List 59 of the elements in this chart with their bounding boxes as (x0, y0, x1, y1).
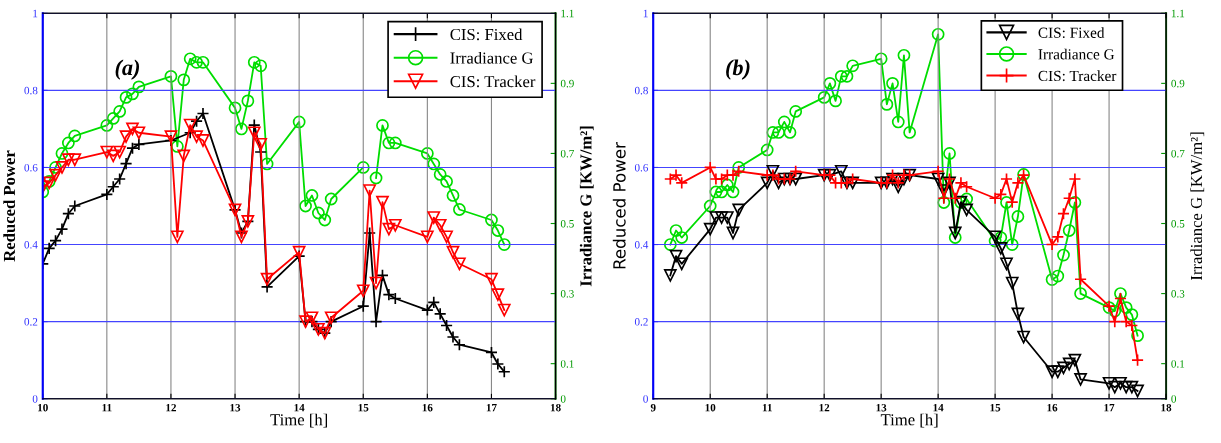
y2-tick-label: 0.7 (1171, 149, 1185, 158)
y-axis-title: Reduced Power (612, 142, 626, 269)
y-tick-label: 0 (32, 395, 38, 403)
x-tick-label: 17 (1104, 403, 1115, 412)
x-tick-label: 16 (422, 403, 433, 412)
y2-tick-label: 0.1 (560, 360, 574, 368)
y2-axis-title: Irradiance G [KW/m²] (579, 126, 594, 287)
x-tick-label: 11 (762, 403, 772, 412)
x-tick-label: 13 (876, 403, 887, 412)
y2-tick-label: 0.1 (1171, 360, 1185, 368)
y-tick-label: 0.8 (634, 86, 648, 95)
x-tick-label: 14 (933, 403, 944, 412)
legend-label: CIS: Tracker (450, 75, 536, 88)
y-tick-label: 1 (643, 9, 648, 18)
x-tick-label: 18 (1161, 403, 1172, 412)
y2-tick-label: 0.3 (1171, 290, 1185, 298)
x-tick-label: 16 (1047, 403, 1058, 412)
y-axis-title: Reduced Power (3, 150, 16, 262)
x-tick-label: 11 (102, 403, 112, 412)
legend-label: Irradiance G (1038, 48, 1115, 60)
y2-tick-label: 0.9 (560, 79, 574, 88)
x-tick-label: 15 (358, 403, 369, 412)
y-tick-label: 0.4 (24, 241, 38, 249)
x-tick-label: 17 (486, 403, 497, 412)
y-tick-label: 0.2 (634, 318, 648, 326)
y2-tick-label: 0 (1171, 395, 1177, 403)
y2-tick-label: 1.1 (1171, 9, 1185, 18)
y-tick-label: 0.2 (24, 318, 38, 326)
x-tick-label: 18 (550, 403, 561, 412)
x-tick-label: 12 (166, 403, 177, 412)
y2-tick-label: 0.5 (560, 219, 574, 228)
y2-tick-label: 0.3 (560, 290, 574, 298)
x-tick-label: 9 (650, 403, 656, 412)
x-tick-label: 10 (705, 403, 716, 412)
x-tick-label: 10 (38, 403, 48, 412)
x-axis-title: Time [h] (270, 413, 327, 428)
legend-label: CIS: Fixed (450, 28, 523, 41)
y2-tick-label: 0.5 (1171, 219, 1185, 228)
y2-tick-label: 0 (560, 395, 566, 403)
legend-label: Irradiance G (450, 51, 533, 64)
y-tick-label: 0.6 (634, 163, 649, 172)
x-tick-label: 13 (230, 403, 241, 412)
y2-axis-title: Irradiance G [KW/m²] (1190, 132, 1205, 281)
annotation: (a) (115, 59, 140, 80)
y-tick-label: 1 (33, 9, 38, 18)
legend-label: CIS: Fixed (1038, 27, 1105, 38)
y-tick-label: 0.4 (634, 241, 649, 249)
y2-tick-label: 0.9 (1171, 79, 1185, 88)
x-tick-label: 14 (294, 403, 305, 412)
y2-tick-label: 0.7 (560, 149, 574, 158)
legend-label: CIS: Tracker (1038, 70, 1117, 82)
y-tick-label: 0.8 (24, 86, 38, 95)
x-tick-label: 12 (819, 403, 830, 412)
y-tick-label: 0.6 (24, 163, 38, 172)
x-axis-title: Time [h] (880, 413, 938, 428)
y2-tick-label: 1.1 (561, 9, 574, 18)
annotation: (b) (726, 59, 750, 80)
y-tick-label: 0 (643, 395, 648, 403)
x-tick-label: 15 (990, 403, 1001, 412)
